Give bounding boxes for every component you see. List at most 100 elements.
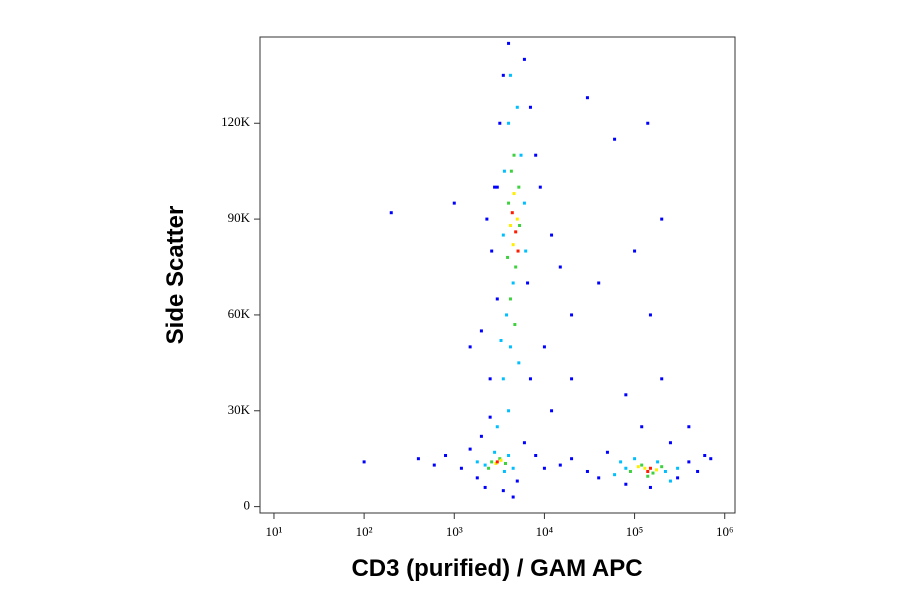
point [605,450,609,454]
point [518,223,522,227]
point [485,217,489,221]
point [624,393,628,397]
point [640,425,644,429]
point [646,474,650,478]
point [459,466,463,470]
x-tick-label: 10⁵ [626,524,644,539]
point [475,460,479,464]
point [542,466,546,470]
point [524,249,528,253]
point [483,463,487,467]
y-tick-label: 0 [244,498,251,513]
point [479,329,483,333]
point [597,281,601,285]
point [515,479,519,483]
point [511,281,515,285]
point [646,469,650,473]
point [517,361,521,365]
point [468,447,472,451]
point [508,345,512,349]
point [508,223,512,227]
point [507,121,511,125]
point [506,255,510,259]
point [495,460,499,464]
point [490,249,494,253]
y-tick-label: 60K [228,306,251,321]
point [498,457,502,461]
point [493,185,497,189]
point [538,185,542,189]
point [643,466,647,470]
x-tick-label: 10⁴ [536,524,554,539]
point [502,469,506,473]
point [389,211,393,215]
x-tick-label: 10² [356,524,373,539]
point [633,249,637,253]
point [501,233,505,237]
point [495,297,499,301]
point [511,466,515,470]
point [703,453,707,457]
point [624,466,628,470]
point [528,105,532,109]
point [687,425,691,429]
point [522,201,526,205]
point [696,469,700,473]
point [515,217,519,221]
point [660,217,664,221]
point [654,468,658,472]
point [507,409,511,413]
y-tick-label: 90K [228,210,251,225]
point [494,461,498,465]
point [501,489,505,493]
point [516,249,520,253]
plot-frame [259,36,736,514]
point [651,471,655,475]
point [508,297,512,301]
point [468,345,472,349]
point [660,377,664,381]
point [509,169,513,173]
point [526,281,530,285]
x-axis-label: CD3 (purified) / GAM APC [351,555,642,582]
point [498,121,502,125]
point [452,201,456,205]
point [624,482,628,486]
point [493,450,497,454]
point [648,485,652,489]
point [517,185,521,189]
point [558,463,562,467]
y-axis-label: Side Scatter [162,206,189,345]
point [542,345,546,349]
point [668,441,672,445]
point [515,105,519,109]
point [570,457,574,461]
point [550,233,554,237]
x-tick-label: 10¹ [266,524,283,539]
point [499,338,503,342]
point [558,265,562,269]
point [362,460,366,464]
point [495,185,499,189]
point [628,469,632,473]
point [501,73,505,77]
point [646,121,650,125]
point [528,377,532,381]
point [510,211,514,215]
point [432,463,436,467]
point [648,466,652,470]
point [648,313,652,317]
point [512,153,516,157]
point [522,441,526,445]
point [416,457,420,461]
point [514,230,518,234]
point [570,377,574,381]
x-tick-label: 10⁶ [716,524,734,539]
y-tick-label: 120K [221,114,251,129]
point [687,460,691,464]
point [585,96,589,100]
point [613,473,617,477]
y-tick-label: 30K [228,402,251,417]
point [668,479,672,483]
